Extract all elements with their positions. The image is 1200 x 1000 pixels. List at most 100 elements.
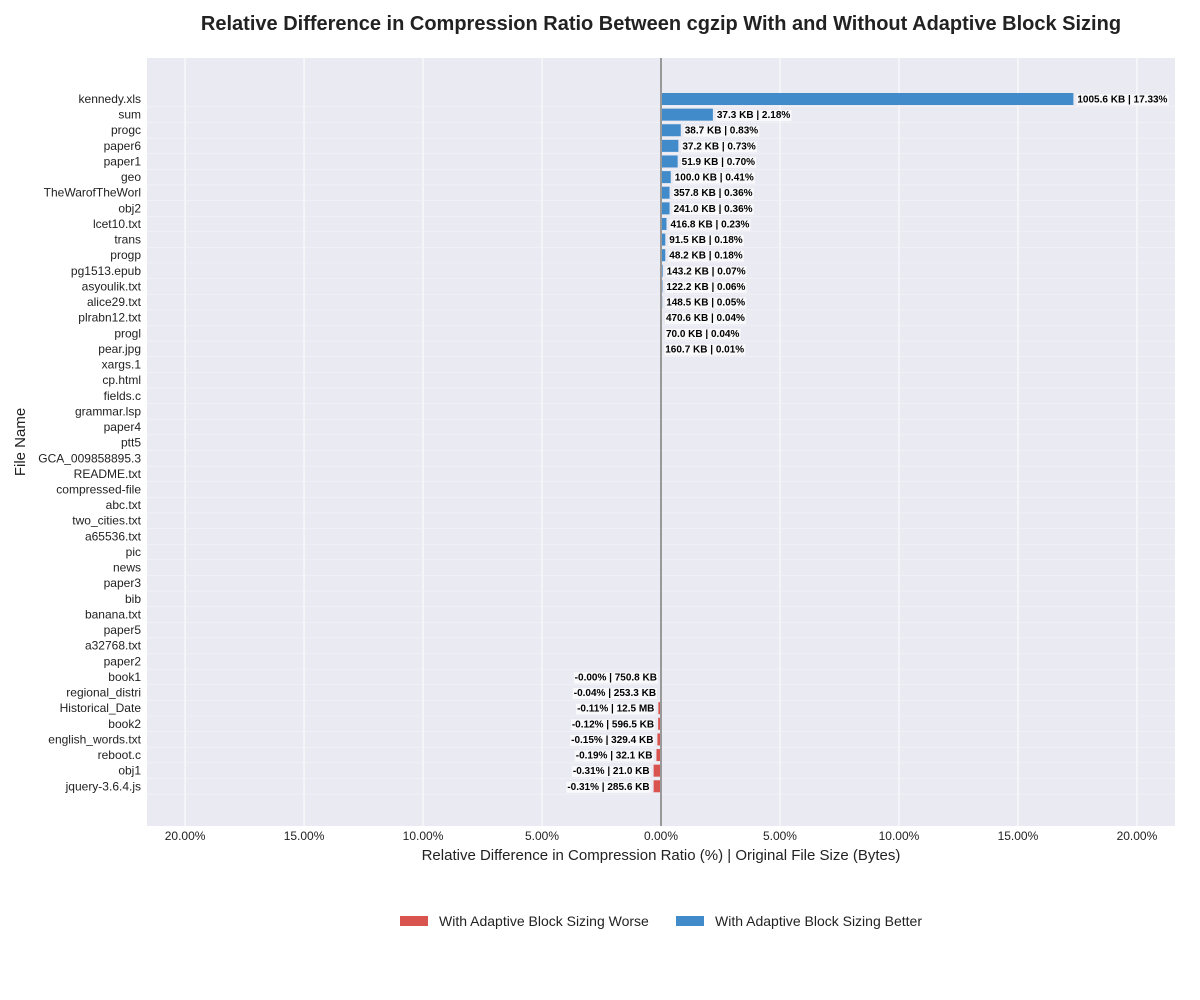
category-label: english_words.txt <box>48 732 141 746</box>
data-label: 416.8 KB | 0.23% <box>670 219 749 230</box>
data-label: -0.31% | 21.0 KB <box>573 766 650 777</box>
data-label-background <box>570 719 656 731</box>
bar <box>661 249 666 262</box>
data-label: 37.2 KB | 0.73% <box>682 141 756 152</box>
category-label: progl <box>114 326 141 340</box>
category-label: Historical_Date <box>60 701 142 715</box>
legend-label: With Adaptive Block Sizing Worse <box>439 913 649 929</box>
category-label: book1 <box>108 670 141 684</box>
category-label: xargs.1 <box>102 358 142 372</box>
category-label: cp.html <box>102 373 141 387</box>
x-tick-label: 20.00% <box>1117 829 1158 843</box>
bar <box>658 717 661 730</box>
data-label: 91.5 KB | 0.18% <box>669 235 743 246</box>
category-label: paper3 <box>104 576 142 590</box>
data-label: 148.5 KB | 0.05% <box>666 298 745 309</box>
data-label: 70.0 KB | 0.04% <box>666 329 740 340</box>
legend-swatch <box>400 916 428 926</box>
legend-label: With Adaptive Block Sizing Better <box>715 913 922 929</box>
bar <box>661 93 1074 105</box>
data-label-background <box>566 781 651 793</box>
chart-title: Relative Difference in Compression Ratio… <box>201 13 1121 35</box>
data-label: -0.00% | 750.8 KB <box>575 672 657 683</box>
data-label: 143.2 KB | 0.07% <box>667 266 746 277</box>
bar <box>661 108 713 121</box>
category-label: trans <box>114 233 141 247</box>
x-tick-label: 10.00% <box>403 829 444 843</box>
data-label-background <box>680 156 757 168</box>
bar <box>661 124 681 137</box>
data-label: 1005.6 KB | 17.33% <box>1077 95 1167 106</box>
category-label: reboot.c <box>98 748 141 762</box>
bars <box>653 93 1074 793</box>
category-label: banana.txt <box>85 607 142 621</box>
data-label-background <box>673 172 755 184</box>
category-label: regional_distri <box>66 686 141 700</box>
category-label: GCA_009858895.3 <box>38 451 141 465</box>
data-label-background <box>665 281 747 293</box>
category-label: ptt5 <box>121 436 141 450</box>
category-label: jquery-3.6.4.js <box>65 779 141 793</box>
bar <box>653 780 661 793</box>
x-tick-label: 10.00% <box>879 829 920 843</box>
data-label-background <box>672 188 754 200</box>
data-label: -0.31% | 285.6 KB <box>567 782 649 793</box>
data-label: -0.04% | 253.3 KB <box>574 688 656 699</box>
category-label: obj1 <box>118 764 141 778</box>
category-label: news <box>113 561 141 575</box>
data-label: 100.0 KB | 0.41% <box>675 173 754 184</box>
data-label-background <box>571 766 651 778</box>
legend-swatch <box>676 916 704 926</box>
data-label-background <box>664 328 741 340</box>
category-label: README.txt <box>74 467 142 481</box>
category-label: plrabn12.txt <box>78 311 141 325</box>
category-label: grammar.lsp <box>75 404 141 418</box>
category-label: compressed-file <box>56 483 141 497</box>
category-label: pic <box>126 545 141 559</box>
data-labels: 1005.6 KB | 17.33% 37.3 KB | 2.18% 38.7 KB… <box>566 94 1169 793</box>
data-label-background <box>681 141 757 153</box>
category-label: TheWarofTheWorl <box>44 186 141 200</box>
category-label: paper2 <box>104 654 142 668</box>
category-label: obj2 <box>118 201 141 215</box>
bar <box>657 733 661 746</box>
category-label: paper4 <box>104 420 142 434</box>
category-label: a32768.txt <box>85 639 142 653</box>
data-label: -0.19% | 32.1 KB <box>576 751 653 762</box>
data-label-background <box>683 125 760 137</box>
category-label: paper1 <box>104 154 142 168</box>
bar <box>661 186 670 199</box>
x-tick-label: 0.00% <box>644 829 678 843</box>
data-label-background <box>1076 94 1169 106</box>
data-label-background <box>664 313 747 325</box>
category-label: lcet10.txt <box>93 217 142 231</box>
y-axis-label: File Name <box>12 408 29 476</box>
data-label: 470.6 KB | 0.04% <box>666 313 745 324</box>
data-label: 357.8 KB | 0.36% <box>674 188 753 199</box>
data-label-background <box>664 344 746 356</box>
data-label-background <box>672 203 754 215</box>
category-label: pear.jpg <box>98 342 141 356</box>
category-label: progc <box>111 123 141 137</box>
x-tick-label: 15.00% <box>284 829 325 843</box>
data-label-background <box>576 703 656 715</box>
category-label: kennedy.xls <box>79 92 141 106</box>
data-label: 38.7 KB | 0.83% <box>685 126 759 137</box>
data-label: 51.9 KB | 0.70% <box>682 157 756 168</box>
data-label: 160.7 KB | 0.01% <box>665 344 744 355</box>
x-tick-label: 5.00% <box>763 829 797 843</box>
category-label: progp <box>110 248 141 262</box>
data-label-background <box>574 750 654 762</box>
bar <box>658 702 661 715</box>
data-label-background <box>668 235 744 247</box>
data-label-background <box>665 266 747 278</box>
data-label: -0.15% | 329.4 KB <box>571 735 653 746</box>
x-tick-label: 5.00% <box>525 829 559 843</box>
legend: With Adaptive Block Sizing Worse With Ada… <box>400 913 922 929</box>
x-tick-labels: 20.00% 15.00% 10.00% 5.00% 0.00% 5.00% 10.00% 1… <box>165 829 1158 843</box>
x-tick-label: 15.00% <box>998 829 1039 843</box>
bar <box>661 171 671 184</box>
category-label: sum <box>118 108 141 122</box>
